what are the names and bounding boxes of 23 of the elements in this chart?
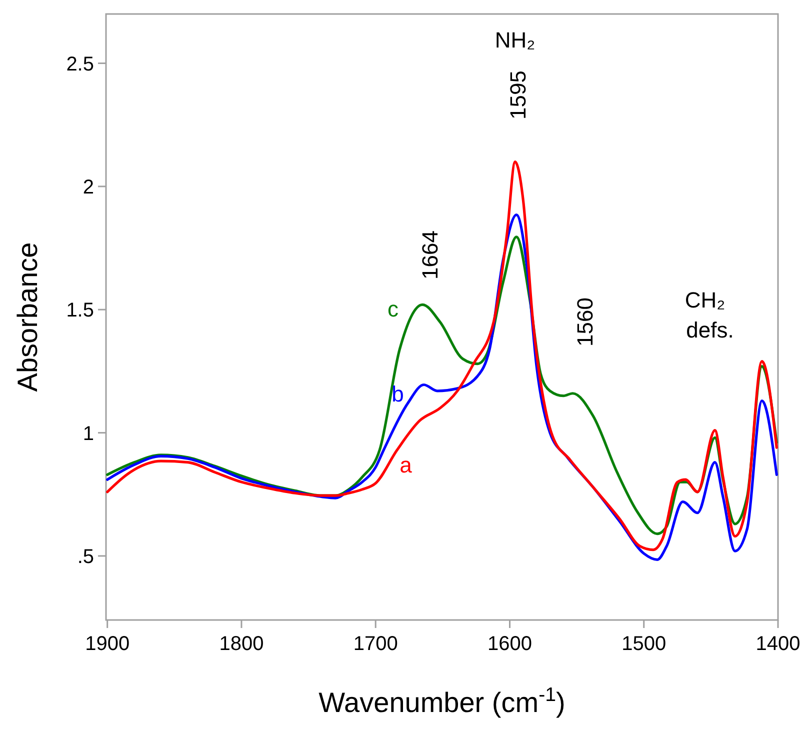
y-tick-label: .5 (77, 546, 94, 568)
x-tick-label: 1700 (353, 633, 398, 655)
y-axis-title: Absorbance (12, 242, 43, 392)
annotation: 1595 (506, 70, 531, 120)
annotation: 1560 (572, 298, 598, 346)
y-tick-label: 1 (82, 422, 94, 445)
line-series (106, 160, 778, 552)
annotation: CH₂ (684, 288, 726, 313)
annotation: 1664 (418, 230, 443, 280)
series-label: a (400, 452, 413, 478)
y-tick-label: 2.5 (66, 53, 94, 76)
x-tick-label: 1400 (756, 633, 800, 655)
x-axis-title: Wavenumber (cm$^{-1}$) (318, 684, 566, 718)
x-tick-label: 1800 (219, 633, 264, 655)
x-tick-label: 1500 (622, 633, 666, 655)
series-label: c (388, 296, 399, 322)
series-label: b (392, 382, 404, 407)
y-tick-label: 1.5 (66, 300, 94, 322)
x-tick-label: 1900 (85, 633, 130, 655)
annotation: NH₂ (494, 28, 536, 53)
annotation: defs. (686, 318, 734, 343)
y-tick-label: 2 (82, 176, 94, 198)
x-tick-label: 1600 (487, 633, 532, 655)
